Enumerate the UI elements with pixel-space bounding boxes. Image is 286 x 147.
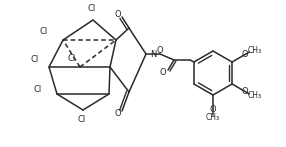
Text: Cl: Cl	[68, 54, 76, 62]
Text: Cl: Cl	[31, 55, 39, 64]
Text: O: O	[241, 87, 248, 96]
Text: N: N	[150, 50, 156, 59]
Text: O: O	[157, 46, 163, 55]
Text: Cl: Cl	[40, 26, 48, 35]
Text: CH₃: CH₃	[206, 113, 220, 122]
Text: CH₃: CH₃	[247, 91, 262, 100]
Text: Cl: Cl	[88, 4, 96, 12]
Text: O: O	[160, 67, 166, 76]
Text: O: O	[241, 50, 248, 59]
Text: Cl: Cl	[78, 115, 86, 123]
Text: O: O	[210, 105, 216, 114]
Text: O: O	[115, 10, 121, 19]
Text: CH₃: CH₃	[247, 46, 262, 55]
Text: O: O	[115, 110, 121, 118]
Text: Cl: Cl	[34, 85, 42, 93]
